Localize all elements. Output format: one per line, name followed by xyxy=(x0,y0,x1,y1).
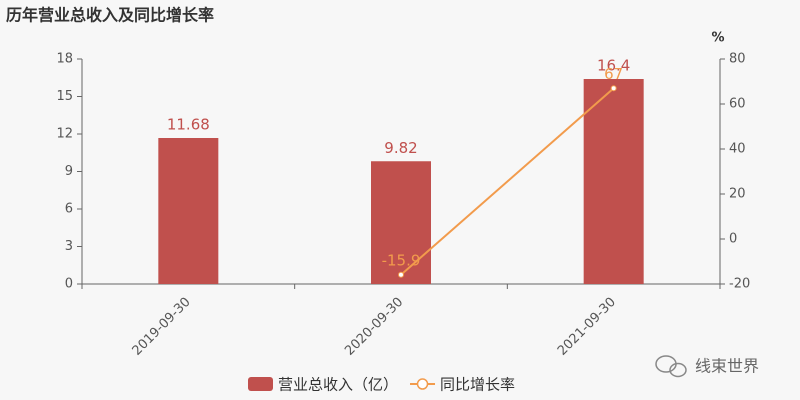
line xyxy=(400,87,615,276)
y-tick-label: 12 xyxy=(56,127,73,142)
bar-value-label: 9.82 xyxy=(384,139,417,157)
y2-tick-label: 80 xyxy=(729,52,746,67)
legend-label: 营业总收入（亿） xyxy=(278,376,398,394)
bar-value-label: 16.4 xyxy=(597,57,630,75)
legend-swatch xyxy=(248,377,273,391)
legend-swatch xyxy=(416,378,429,390)
y-tick-label: 0 xyxy=(65,277,73,292)
line-value-label: 67 xyxy=(604,65,623,83)
y-tick-label: 6 xyxy=(65,202,73,217)
bar xyxy=(158,138,219,284)
legend-label: 同比增长率 xyxy=(440,376,515,394)
y2-tick-label: 40 xyxy=(729,142,746,157)
y2-tick-label: -20 xyxy=(729,277,750,292)
y2-tick-label: 60 xyxy=(729,97,746,112)
y-tick-label: 9 xyxy=(65,164,73,179)
bar-value-label: 11.68 xyxy=(167,116,210,134)
x-tick-label: 2020-09-30 xyxy=(342,295,406,359)
y2-tick-label: 0 xyxy=(729,232,737,247)
x-tick-label: 2019-09-30 xyxy=(130,295,194,359)
bar xyxy=(583,79,644,284)
watermark: 线束世界 xyxy=(695,357,759,376)
bar xyxy=(371,161,431,284)
chart-title: 历年营业总收入及同比增长率 xyxy=(6,6,214,25)
x-tick-label: 2021-09-30 xyxy=(555,295,619,359)
line-point xyxy=(398,271,404,278)
y2-tick-label: 20 xyxy=(729,187,746,202)
watermark-icon xyxy=(655,355,687,378)
y-tick-label: 18 xyxy=(56,52,73,67)
y-tick-label: 3 xyxy=(65,239,73,254)
y2-axis-label: % xyxy=(711,31,724,46)
y-tick-label: 15 xyxy=(56,89,73,104)
line-value-label: -15.9 xyxy=(382,251,421,269)
line-point xyxy=(610,85,617,92)
